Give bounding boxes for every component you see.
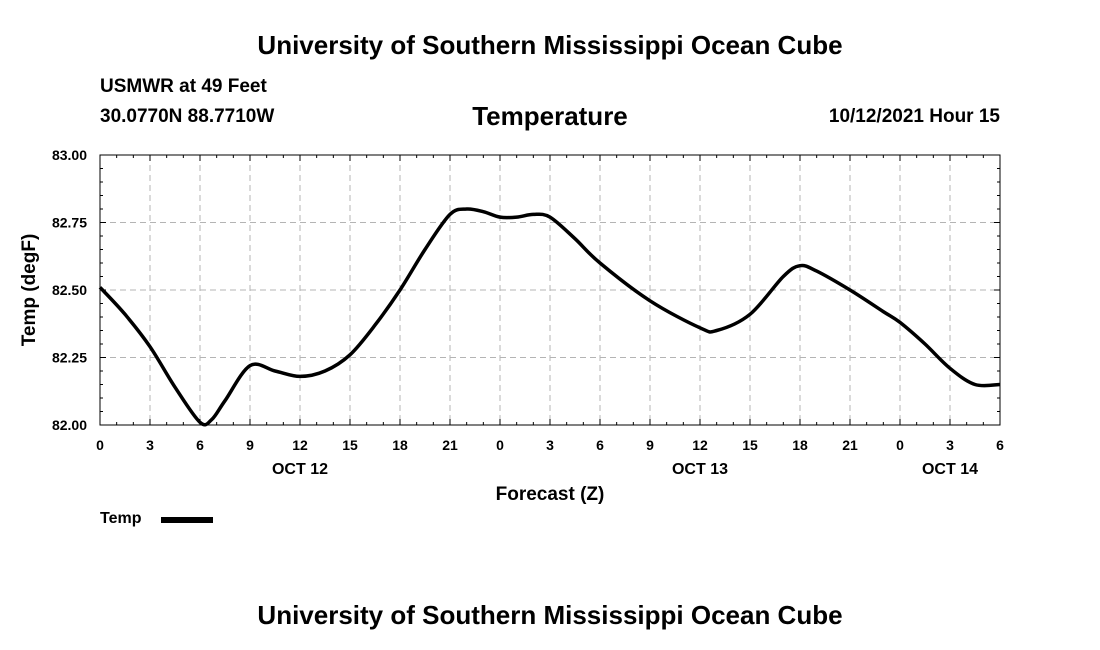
legend-line-swatch [161, 517, 213, 523]
y-tick-label: 82.25 [52, 350, 87, 366]
x-tick-label: 12 [692, 437, 708, 453]
y-tick-label: 82.00 [52, 417, 87, 433]
x-tick-label: 0 [496, 437, 504, 453]
x-date-label: OCT 14 [922, 461, 978, 478]
x-tick-label: 0 [896, 437, 904, 453]
x-tick-label: 0 [96, 437, 104, 453]
x-tick-label: 18 [792, 437, 808, 453]
top-title: University of Southern Mississippi Ocean… [257, 30, 843, 60]
y-tick-label: 83.00 [52, 147, 87, 163]
x-tick-label: 15 [342, 437, 358, 453]
x-tick-label: 6 [196, 437, 204, 453]
station-name: USMWR at 49 Feet [100, 76, 267, 97]
x-tick-label: 21 [442, 437, 458, 453]
x-date-label: OCT 12 [272, 461, 328, 478]
station-coordinates: 30.0770N 88.7710W [100, 106, 275, 127]
bottom-title: University of Southern Mississippi Ocean… [257, 600, 843, 630]
x-tick-label: 6 [596, 437, 604, 453]
x-tick-label: 9 [646, 437, 654, 453]
x-tick-label: 3 [946, 437, 954, 453]
x-tick-label: 21 [842, 437, 858, 453]
legend-label: Temp [100, 510, 142, 527]
x-tick-label: 6 [996, 437, 1004, 453]
x-tick-label: 18 [392, 437, 408, 453]
x-date-label: OCT 13 [672, 461, 728, 478]
x-tick-label: 3 [146, 437, 154, 453]
temp-series-line [98, 207, 1001, 427]
chart-title: Temperature [472, 101, 628, 131]
x-axis-label: Forecast (Z) [496, 484, 605, 505]
x-tick-label: 12 [292, 437, 308, 453]
y-tick-label: 82.50 [52, 282, 87, 298]
x-tick-label: 15 [742, 437, 758, 453]
x-tick-label: 9 [246, 437, 254, 453]
y-tick-label: 82.75 [52, 215, 87, 231]
forecast-datetime: 10/12/2021 Hour 15 [828, 106, 1000, 127]
x-tick-label: 3 [546, 437, 554, 453]
y-axis-label: Temp (degF) [19, 234, 40, 347]
